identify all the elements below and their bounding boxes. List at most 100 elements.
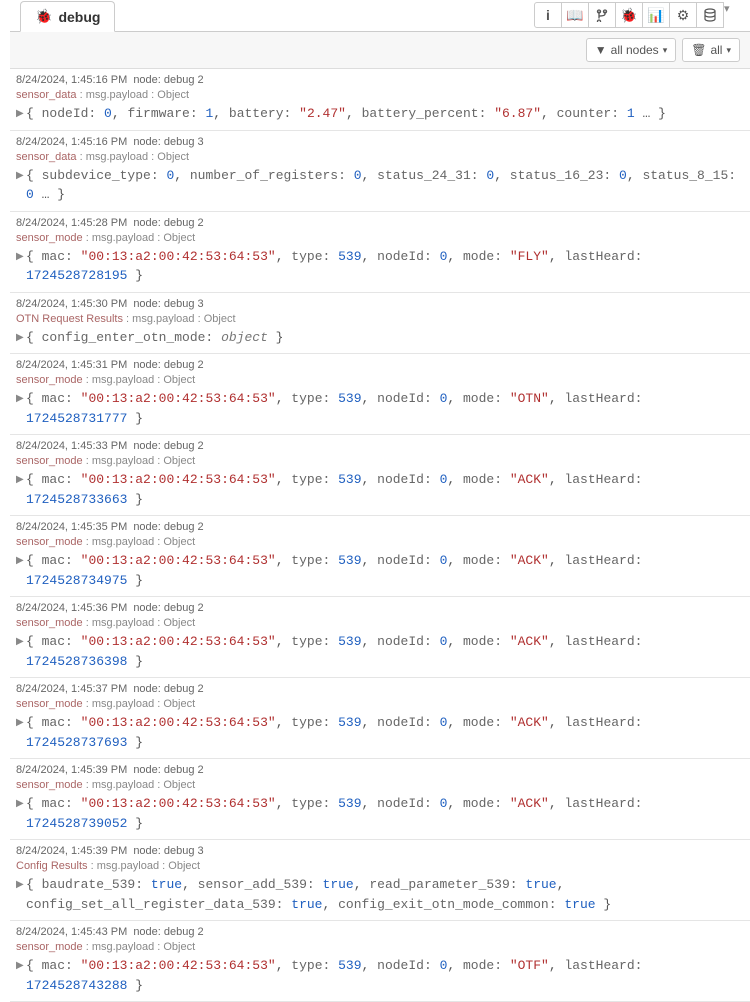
gear-button[interactable]: ⚙ — [669, 2, 697, 28]
entry-topic: sensor_mode — [16, 232, 83, 244]
debug-entry: 8/24/2024, 1:45:30 PM node: debug 3 OTN Re… — [10, 293, 750, 355]
entry-type: Object — [163, 455, 195, 467]
entry-json[interactable]: ▶{ nodeId: 0, firmware: 1, battery: "2.4… — [16, 104, 744, 124]
top-bar: 🐞 debug i 📖 🐞 📊 ⚙ ▾ — [10, 0, 750, 32]
toolbar: i 📖 🐞 📊 ⚙ ▾ — [534, 0, 750, 28]
clear-all-button[interactable]: 🗑 all ▾ — [682, 38, 740, 62]
entry-meta: 8/24/2024, 1:45:39 PMnode: debug 3 — [16, 843, 744, 859]
entry-path: msg.payload — [86, 89, 148, 101]
entry-meta: 8/24/2024, 1:45:16 PM node: debug 2 — [16, 72, 744, 88]
entry-json[interactable]: ▶{ mac: "00:13:a2:00:42:53:64:53", type:… — [16, 956, 744, 995]
trash-icon: 🗑 — [691, 43, 706, 57]
entry-json[interactable]: ▶{ mac: "00:13:a2:00:42:53:64:53", type:… — [16, 713, 744, 752]
toolbar-caret[interactable]: ▾ — [724, 2, 742, 28]
entry-timestamp: 8/24/2024, 1:45:30 PM — [16, 298, 127, 310]
database-button[interactable] — [696, 2, 724, 28]
entry-type: Object — [163, 698, 195, 710]
expand-caret-icon[interactable]: ▶ — [16, 107, 24, 122]
entry-node[interactable]: node: debug 2 — [133, 440, 203, 452]
entry-timestamp: 8/24/2024, 1:45:16 PM — [16, 136, 127, 148]
debug-button[interactable]: 🐞 — [615, 2, 643, 28]
entry-json[interactable]: ▶{ mac: "00:13:a2:00:42:53:64:53", type:… — [16, 247, 744, 286]
filter-label: all nodes — [611, 43, 659, 57]
entry-topic-line: sensor_mode : msg.payload : Object — [16, 454, 744, 470]
entry-type: Object — [163, 779, 195, 791]
entry-node[interactable]: node: debug 2 — [133, 764, 203, 776]
entry-json[interactable]: ▶{ mac: "00:13:a2:00:42:53:64:53", type:… — [16, 794, 744, 833]
entry-topic-line: sensor_mode : msg.payload : Object — [16, 373, 744, 389]
expand-caret-icon[interactable]: ▶ — [16, 331, 24, 346]
debug-entries: 8/24/2024, 1:45:16 PM node: debug 2 sensor… — [10, 69, 750, 1002]
entry-type: Object — [163, 617, 195, 629]
clear-label: all — [710, 43, 722, 57]
entry-node[interactable]: node: debug 3 — [133, 845, 203, 857]
entry-node[interactable]: node: debug 2 — [133, 74, 203, 86]
entry-path: msg.payload — [92, 232, 154, 244]
entry-type: Object — [163, 232, 195, 244]
entry-type: Object — [157, 151, 189, 163]
branch-button[interactable] — [588, 2, 616, 28]
entry-json[interactable]: ▶{ mac: "00:13:a2:00:42:53:64:53", type:… — [16, 470, 744, 509]
book-button[interactable]: 📖 — [561, 2, 589, 28]
entry-timestamp: 8/24/2024, 1:45:43 PM — [16, 926, 127, 938]
expand-caret-icon[interactable]: ▶ — [16, 797, 24, 812]
entry-json[interactable]: ▶{ config_enter_otn_mode: object } — [16, 328, 744, 348]
entry-meta: 8/24/2024, 1:45:31 PM node: debug 2 — [16, 357, 744, 373]
entry-path: msg.payload — [92, 941, 154, 953]
entry-meta: 8/24/2024, 1:45:30 PM node: debug 3 — [16, 296, 744, 312]
entry-json[interactable]: ▶{ mac: "00:13:a2:00:42:53:64:53", type:… — [16, 551, 744, 590]
entry-node[interactable]: node: debug 3 — [133, 136, 203, 148]
entry-node[interactable]: node: debug 2 — [133, 602, 203, 614]
entry-node[interactable]: node: debug 2 — [133, 359, 203, 371]
filter-icon: ▼ — [595, 43, 607, 57]
entry-topic-line: sensor_mode : msg.payload : Object — [16, 231, 744, 247]
entry-topic-line: sensor_mode : msg.payload : Object — [16, 940, 744, 956]
expand-caret-icon[interactable]: ▶ — [16, 635, 24, 650]
entry-node[interactable]: node: debug 2 — [133, 521, 203, 533]
expand-caret-icon[interactable]: ▶ — [16, 392, 24, 407]
filter-nodes-button[interactable]: ▼ all nodes ▾ — [586, 38, 676, 62]
entry-timestamp: 8/24/2024, 1:45:36 PM — [16, 602, 127, 614]
entry-json[interactable]: ▶{ subdevice_type: 0, number_of_register… — [16, 166, 744, 205]
entry-topic-line: sensor_mode : msg.payload : Object — [16, 778, 744, 794]
expand-caret-icon[interactable]: ▶ — [16, 473, 24, 488]
chart-button[interactable]: 📊 — [642, 2, 670, 28]
info-button[interactable]: i — [534, 2, 562, 28]
entry-node[interactable]: node: debug 2 — [133, 683, 203, 695]
bug-icon: 🐞 — [35, 8, 52, 25]
entry-topic: sensor_mode — [16, 536, 83, 548]
entry-meta: 8/24/2024, 1:45:37 PMnode: debug 2 — [16, 681, 744, 697]
entry-meta: 8/24/2024, 1:45:39 PMnode: debug 2 — [16, 762, 744, 778]
debug-entry: 8/24/2024, 1:45:36 PMnode: debug 2sensor… — [10, 597, 750, 678]
entry-topic-line: OTN Request Results : msg.payload : Obje… — [16, 312, 744, 328]
expand-caret-icon[interactable]: ▶ — [16, 878, 24, 893]
debug-tab[interactable]: 🐞 debug — [20, 1, 115, 32]
debug-entry: 8/24/2024, 1:45:33 PMnode: debug 2sensor… — [10, 435, 750, 516]
debug-entry: 8/24/2024, 1:45:43 PM node: debug 2 sensor… — [10, 921, 750, 1002]
entry-meta: 8/24/2024, 1:45:36 PM node: debug 2 — [16, 600, 744, 616]
entry-timestamp: 8/24/2024, 1:45:31 PM — [16, 359, 127, 371]
entry-type: Object — [163, 941, 195, 953]
entry-path: msg.payload — [97, 860, 159, 872]
caret-down-icon: ▾ — [726, 45, 731, 56]
entry-node[interactable]: node: debug 2 — [133, 926, 203, 938]
debug-entry: 8/24/2024, 1:45:39 PMnode: debug 2sensor… — [10, 759, 750, 840]
expand-caret-icon[interactable]: ▶ — [16, 169, 24, 184]
entry-topic: Config Results — [16, 860, 88, 872]
entry-topic: sensor_mode — [16, 698, 83, 710]
entry-type: Object — [163, 536, 195, 548]
expand-caret-icon[interactable]: ▶ — [16, 250, 24, 265]
expand-caret-icon[interactable]: ▶ — [16, 554, 24, 569]
entry-timestamp: 8/24/2024, 1:45:35 PM — [16, 521, 127, 533]
entry-type: Object — [168, 860, 200, 872]
entry-json[interactable]: ▶{ baudrate_539: true, sensor_add_539: t… — [16, 875, 744, 914]
entry-node[interactable]: node: debug 3 — [133, 298, 203, 310]
entry-json[interactable]: ▶{ mac: "00:13:a2:00:42:53:64:53", type:… — [16, 632, 744, 671]
expand-caret-icon[interactable]: ▶ — [16, 959, 24, 974]
debug-entry: 8/24/2024, 1:45:35 PM node: debug 2 sensor… — [10, 516, 750, 597]
entry-json[interactable]: ▶{ mac: "00:13:a2:00:42:53:64:53", type:… — [16, 389, 744, 428]
entry-timestamp: 8/24/2024, 1:45:16 PM — [16, 74, 127, 86]
expand-caret-icon[interactable]: ▶ — [16, 716, 24, 731]
entry-topic-line: Config Results : msg.payload : Object — [16, 859, 744, 875]
entry-node[interactable]: node: debug 2 — [133, 217, 203, 229]
